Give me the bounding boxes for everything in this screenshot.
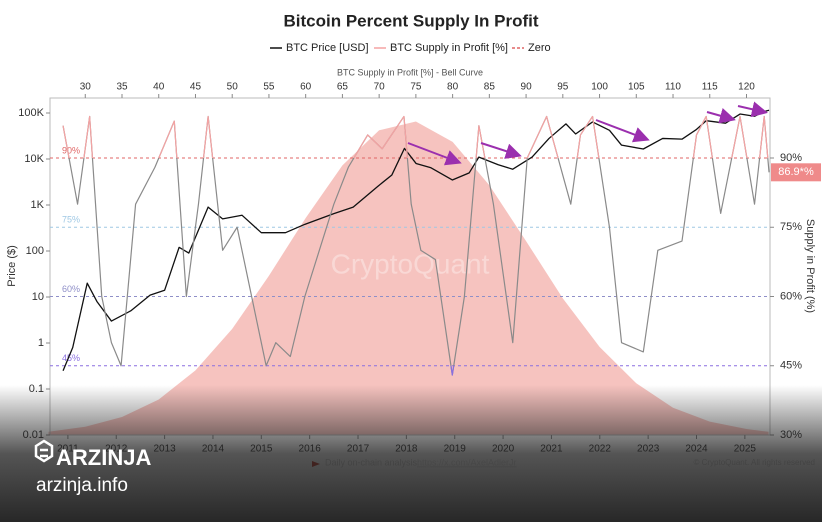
top-tick-label: 100 (591, 82, 608, 93)
top-tick-label: 115 (702, 82, 718, 93)
top-tick-label: 95 (557, 82, 569, 93)
legend-label: Zero (528, 42, 551, 54)
y-tick-label: 100 (26, 245, 44, 257)
y-tick-label: 10K (24, 153, 44, 165)
top-tick-label: 65 (337, 82, 349, 93)
brand-icon (34, 439, 54, 463)
top-tick-label: 110 (665, 82, 681, 93)
brand-name: ARZINJA (56, 445, 151, 470)
top-tick-label: 35 (116, 82, 128, 93)
guide-label: 90% (62, 145, 80, 155)
y-tick-label: 100K (18, 107, 44, 119)
top-tick-label: 85 (484, 82, 496, 93)
top-tick-label: 75 (410, 82, 422, 93)
price-line (62, 109, 770, 371)
top-axis-label: BTC Supply in Profit [%] - Bell Curve (337, 67, 483, 77)
top-tick-label: 70 (374, 82, 386, 93)
arrow (706, 108, 736, 124)
top-tick-label: 40 (153, 82, 165, 93)
chart-title: Bitcoin Percent Supply In Profit (283, 11, 538, 30)
top-tick-label: 90 (521, 82, 533, 93)
legend-label: BTC Supply in Profit [%] (390, 42, 508, 54)
y2-tick-label: 75% (780, 221, 802, 233)
arrow (737, 101, 768, 118)
y-axis-label: Price ($) (6, 245, 18, 287)
y2-axis-label: Supply in Profit (%) (804, 219, 816, 313)
y-tick-label: 1 (38, 337, 44, 349)
legend-label: BTC Price [USD] (286, 42, 369, 54)
top-tick-label: 30 (80, 82, 92, 93)
top-tick-label: 55 (263, 82, 275, 93)
watermark: CryptoQuant (331, 248, 490, 279)
arrow (407, 142, 462, 166)
last-value-box (771, 163, 821, 182)
y2-tick-label: 45% (780, 360, 802, 372)
trend-arrows (407, 101, 768, 166)
y2-tick-label: 60% (780, 290, 802, 302)
guide-label: 60% (62, 284, 80, 294)
last-value-label: 86.9*% (778, 166, 814, 178)
arrow (595, 119, 650, 143)
y2-tick-label: 90% (780, 152, 802, 164)
supply-line-high (62, 115, 769, 158)
top-tick-label: 50 (227, 82, 239, 93)
bell-curve (48, 121, 769, 436)
bottom-shade (0, 385, 822, 522)
arrow (480, 142, 522, 159)
top-tick-label: 105 (628, 82, 645, 93)
top-tick-label: 80 (447, 82, 459, 93)
y-tick-label: 10 (32, 291, 44, 303)
guide-label: 45% (62, 353, 80, 363)
brand-site: arzinja.info (36, 475, 128, 496)
top-tick-label: 60 (300, 82, 312, 93)
y-tick-label: 1K (31, 199, 45, 211)
top-tick-label: 120 (738, 82, 755, 93)
top-tick-label: 45 (190, 82, 202, 93)
guide-label: 75% (62, 215, 80, 225)
